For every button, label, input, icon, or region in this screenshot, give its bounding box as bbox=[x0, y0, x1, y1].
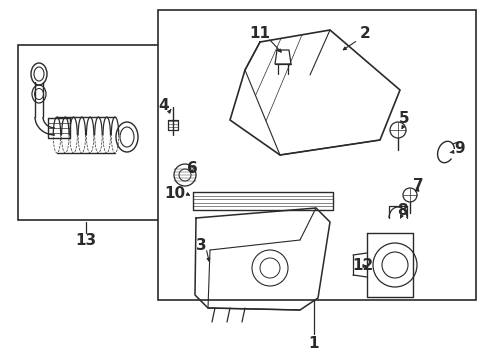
Text: 4: 4 bbox=[159, 98, 169, 113]
Text: 12: 12 bbox=[352, 258, 373, 274]
Text: 5: 5 bbox=[398, 111, 408, 126]
Text: 8: 8 bbox=[396, 202, 407, 217]
Bar bbox=[158, 10, 475, 300]
Text: 9: 9 bbox=[454, 140, 465, 156]
Text: 6: 6 bbox=[186, 161, 197, 176]
Text: 10: 10 bbox=[164, 185, 185, 201]
Text: 1: 1 bbox=[308, 337, 319, 351]
Text: 3: 3 bbox=[195, 238, 206, 252]
Text: 11: 11 bbox=[249, 26, 270, 41]
Text: 7: 7 bbox=[412, 177, 423, 193]
Bar bbox=[18, 45, 160, 220]
Text: 13: 13 bbox=[75, 233, 96, 248]
Text: 2: 2 bbox=[359, 26, 369, 41]
